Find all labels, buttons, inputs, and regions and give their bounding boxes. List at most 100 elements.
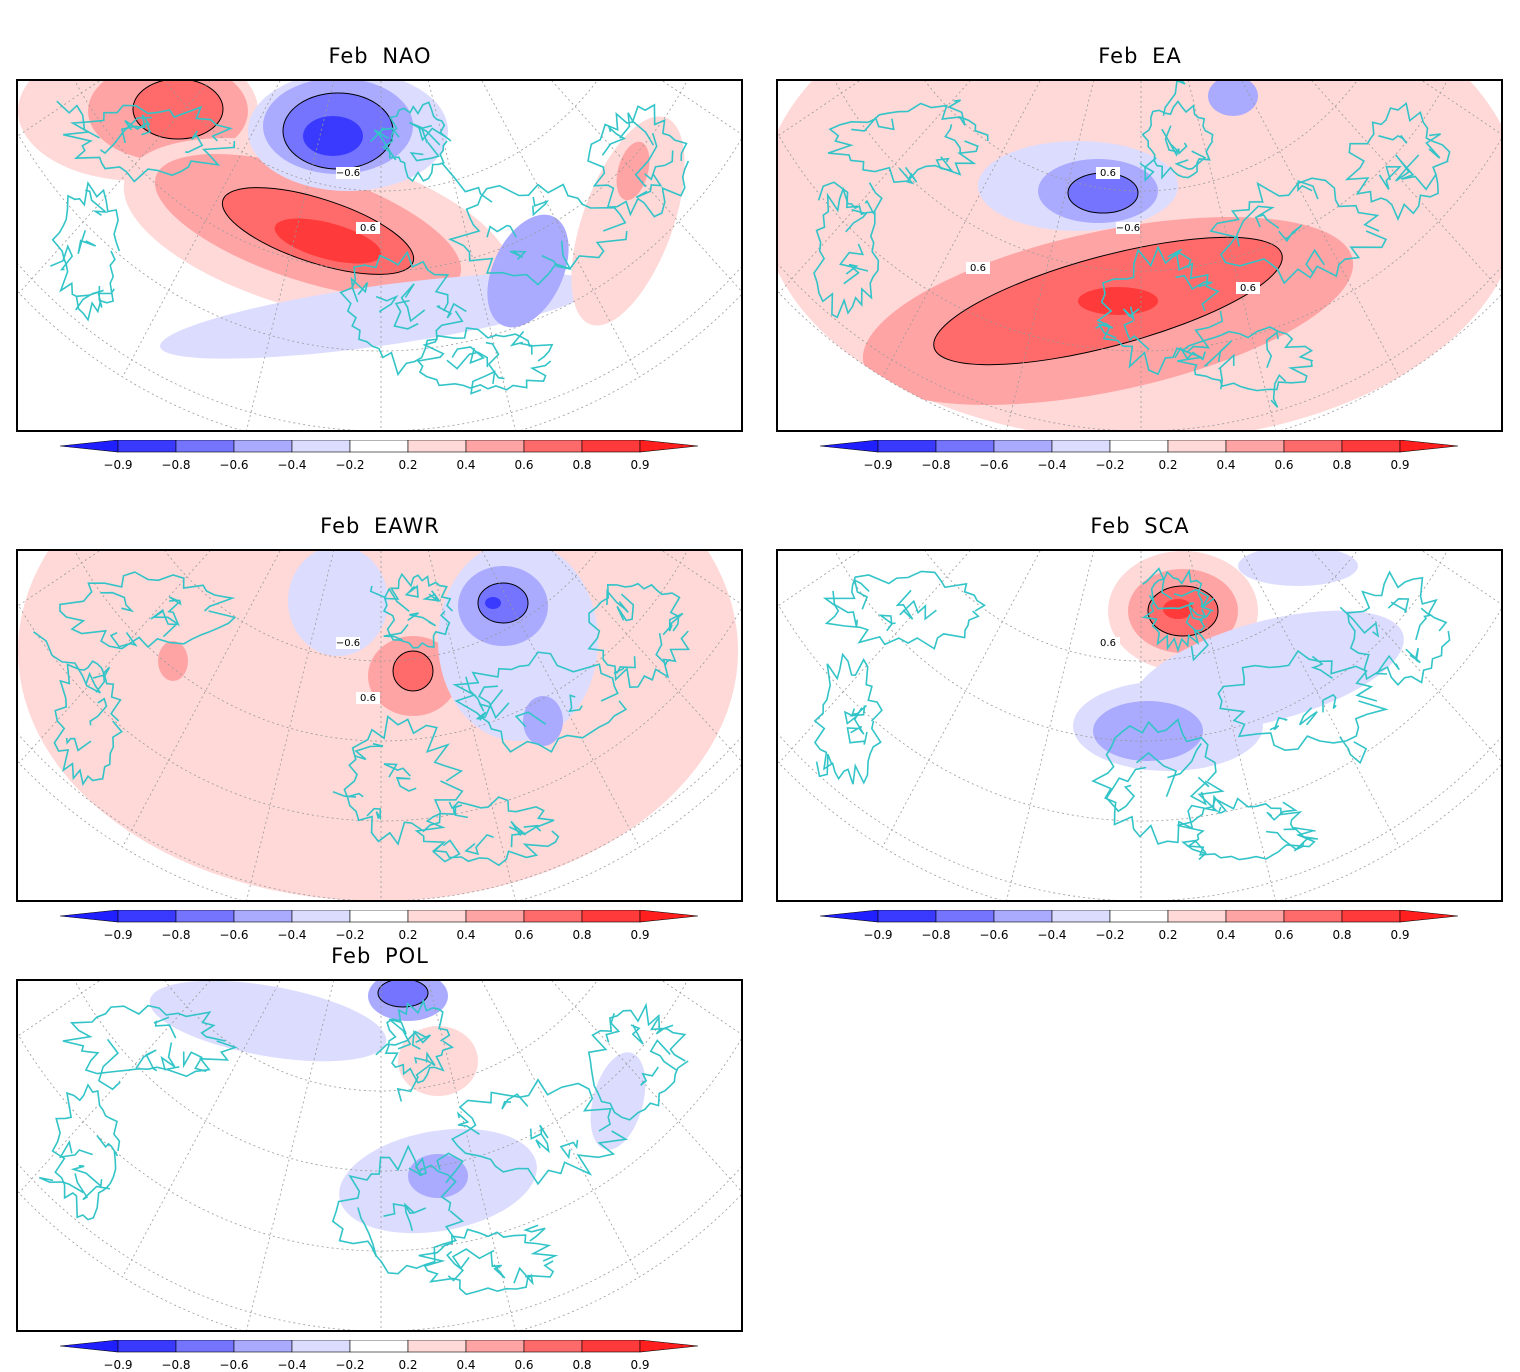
negative-anomaly-region (1068, 173, 1138, 213)
colorbar-tick-label: 0.4 (456, 928, 476, 942)
correlation-map: 0.6 −0.6 0.6 0.6 (778, 81, 1501, 430)
colorbar-tick-label: 0.9 (1390, 928, 1410, 942)
colorbar-tick-label: 0.8 (1332, 458, 1352, 472)
colorbar: −0.9 −0.8 −0.6 −0.4 −0.2 0.2 0.4 0.6 0.8 0.9 (820, 440, 1465, 472)
contour-line (477, 582, 529, 624)
negative-anomaly-region (408, 1154, 468, 1198)
map-frame: −0.6 0.6 (16, 549, 743, 902)
panel-title: Feb EA (1098, 44, 1182, 68)
map-panel-pol: Feb POL −0.9 −0.8 −0.6 −0.4 −0.2 0.2 0.4 0.6 0.8… (0, 900, 760, 1372)
colorbar-swatch (1283, 910, 1343, 923)
correlation-map: 0.6 (778, 551, 1501, 900)
positive-anomaly-region (158, 641, 188, 681)
colorbar-tick-label: 0.6 (1274, 458, 1294, 472)
positive-anomaly-region (1078, 287, 1158, 315)
colorbar-swatch (523, 440, 583, 453)
colorbar-tick-label: 0.4 (1216, 928, 1236, 942)
colorbar-tick-label: 0.6 (514, 1358, 534, 1372)
negative-anomaly-region (149, 981, 387, 1062)
coastline (33, 571, 691, 867)
map-frame: 0.6 −0.6 0.6 0.6 (776, 79, 1503, 432)
colorbar-tick-label: 0.4 (1216, 458, 1236, 472)
colorbar-tick-label: 0.8 (572, 1358, 592, 1372)
colorbar-tick-label: 0.9 (1390, 458, 1410, 472)
colorbar-swatch (581, 1340, 641, 1353)
contour-line (377, 981, 429, 1008)
colorbar-swatch (1167, 440, 1227, 453)
colorbar-swatch (1341, 910, 1401, 923)
colorbar-tick-label: −0.9 (103, 1358, 133, 1372)
colorbar-swatch (291, 1340, 351, 1353)
panel-title: Feb EAWR (320, 514, 440, 538)
colorbar-swatch (1225, 910, 1285, 923)
colorbar-swatch (581, 440, 641, 453)
colorbar-tick-label: 0.8 (1332, 928, 1352, 942)
negative-anomaly-region (523, 696, 563, 746)
negative-anomaly-region (303, 116, 363, 156)
map-panel-ea: Feb EA 0.6 −0.6 0.6 0.6 −0.9 −0.8 −0.6 −0.4 −0.… (760, 0, 1520, 472)
coastline (38, 998, 689, 1296)
contour-line (933, 236, 1283, 366)
positive-anomaly-region (274, 218, 382, 264)
colorbar-swatch (117, 440, 177, 453)
panel-title: Feb SCA (1090, 514, 1190, 538)
contour-label: −0.6 (336, 638, 360, 649)
contour-label: 0.6 (970, 263, 986, 274)
colorbar-swatch (407, 1340, 467, 1353)
colorbar-tick-label: −0.9 (103, 458, 133, 472)
panel-title: Feb POL (331, 944, 429, 968)
colorbar-swatch (523, 1340, 583, 1353)
negative-anomaly-region (487, 214, 569, 328)
negative-anomaly-region (1238, 551, 1358, 586)
colorbar-tick-label: −0.2 (335, 458, 365, 472)
negative-anomaly-region (1093, 701, 1203, 761)
contour-line (221, 187, 415, 275)
colorbar-tick-label: −0.8 (921, 458, 951, 472)
colorbar-tick-label: −0.8 (161, 928, 191, 942)
map-frame: −0.6 0.6 (16, 79, 743, 432)
coastline (50, 100, 690, 395)
colorbar-tick-label: −0.4 (277, 458, 307, 472)
colorbar-swatch (233, 1340, 293, 1353)
negative-anomaly-region (160, 273, 596, 359)
colorbar-tick-label: −0.2 (335, 1358, 365, 1372)
contour-label: 0.6 (1100, 168, 1116, 179)
colorbar-tick-label: −0.4 (277, 928, 307, 942)
colorbar-swatch (465, 1340, 525, 1353)
coastline (813, 81, 1451, 408)
colorbar-swatch (1167, 910, 1227, 923)
contour-line (392, 650, 434, 692)
colorbar-swatch (117, 1340, 177, 1353)
colorbar-tick-label: −0.4 (1037, 928, 1067, 942)
colorbar-tick-label: 0.4 (456, 1358, 476, 1372)
colorbar-tick-label: 0.2 (1158, 928, 1178, 942)
colorbar-tick-label: 0.4 (456, 458, 476, 472)
colorbar: −0.9 −0.8 −0.6 −0.4 −0.2 0.2 0.4 0.6 0.8 0.9 (60, 1340, 705, 1372)
colorbar-tick-label: −0.6 (219, 458, 249, 472)
colorbar-tick-label: −0.4 (277, 1358, 307, 1372)
contour-label: 0.6 (360, 693, 376, 704)
contour-label: −0.6 (336, 168, 360, 179)
panel-title: Feb NAO (328, 44, 432, 68)
colorbar-tick-label: −0.6 (219, 1358, 249, 1372)
colorbar-swatch (993, 910, 1053, 923)
negative-anomaly-region (485, 597, 501, 609)
colorbar-swatch (877, 910, 937, 923)
map-panel-sca: Feb SCA 0.6 −0.9 −0.8 −0.6 −0.4 −0.2 0.2 0.4 0.… (760, 470, 1520, 942)
colorbar-tick-label: 0.6 (514, 458, 534, 472)
colorbar-tick-label: −0.4 (1037, 458, 1067, 472)
colorbar: −0.9 −0.8 −0.6 −0.4 −0.2 0.2 0.4 0.6 0.8 0.9 (60, 910, 705, 942)
colorbar-tick-label: −0.9 (103, 928, 133, 942)
map-frame (16, 979, 743, 1332)
colorbar-swatch (349, 1340, 409, 1353)
map-frame: 0.6 (776, 549, 1503, 902)
colorbar-tick-label: −0.8 (161, 1358, 191, 1372)
colorbar-tick-label: 0.6 (1274, 928, 1294, 942)
positive-anomaly-region (393, 651, 433, 691)
colorbar-labels: −0.9 −0.8 −0.6 −0.4 −0.2 0.2 0.4 0.6 0.8 0.9 (820, 928, 1465, 942)
correlation-map (18, 981, 741, 1330)
colorbar-tick-label: 0.8 (572, 458, 592, 472)
colorbar-tick-label: −0.9 (863, 928, 893, 942)
map-panel-eawr: Feb EAWR −0.6 0.6 −0.9 −0.8 −0.6 −0.4 −0.2 0.2… (0, 470, 760, 942)
correlation-map: −0.6 0.6 (18, 551, 741, 900)
